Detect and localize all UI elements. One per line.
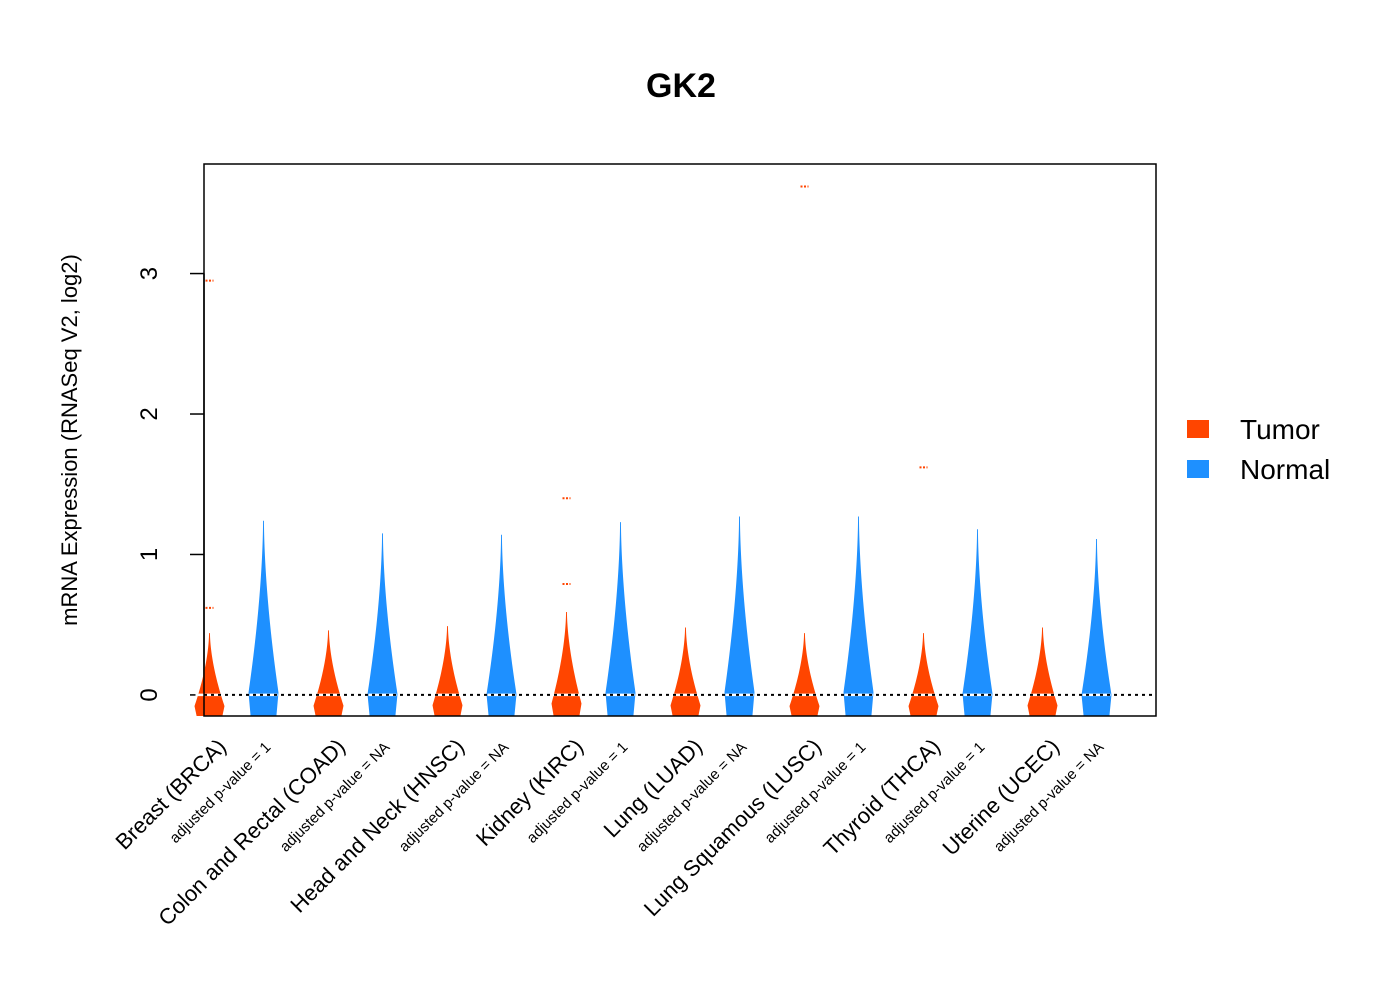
chart-title: GK2 (646, 67, 716, 105)
normal-violin (605, 522, 636, 716)
y-tick-label: 3 (136, 267, 163, 280)
normal-violin (486, 534, 517, 716)
category-group: Breast (BRCA)adjusted p-value = 1 (110, 279, 279, 854)
tumor-violin (1027, 627, 1058, 716)
normal-violin (962, 529, 993, 716)
y-tick-label: 2 (136, 407, 163, 420)
tumor-violin (194, 633, 225, 716)
tumor-violin (670, 627, 701, 716)
normal-violin (724, 516, 755, 716)
normal-violin (843, 516, 874, 716)
normal-violin (367, 533, 398, 716)
legend-label: Tumor (1240, 414, 1320, 445)
plot-border (203, 163, 1157, 717)
tumor-violin (789, 633, 820, 716)
category-group: Thyroid (THCA)adjusted p-value = 1 (818, 466, 993, 860)
y-tick-label: 1 (136, 548, 163, 561)
legend: Tumor Normal (1187, 414, 1330, 485)
y-axis-label: mRNA Expression (RNASeq V2, log2) (57, 254, 82, 626)
legend-swatch (1187, 420, 1209, 438)
legend-label: Normal (1240, 454, 1330, 485)
tumor-violin (313, 630, 344, 716)
normal-violin (1081, 539, 1112, 716)
category-group: Colon and Rectal (COAD)adjusted p-value … (153, 533, 398, 931)
tumor-violin (432, 626, 463, 716)
tumor-violin (551, 612, 582, 716)
tumor-violin (908, 633, 939, 716)
y-tick-label: 0 (136, 688, 163, 701)
category-group: Head and Neck (HNSC)adjusted p-value = N… (285, 534, 517, 918)
normal-violin (248, 520, 279, 716)
legend-swatch (1187, 460, 1209, 478)
